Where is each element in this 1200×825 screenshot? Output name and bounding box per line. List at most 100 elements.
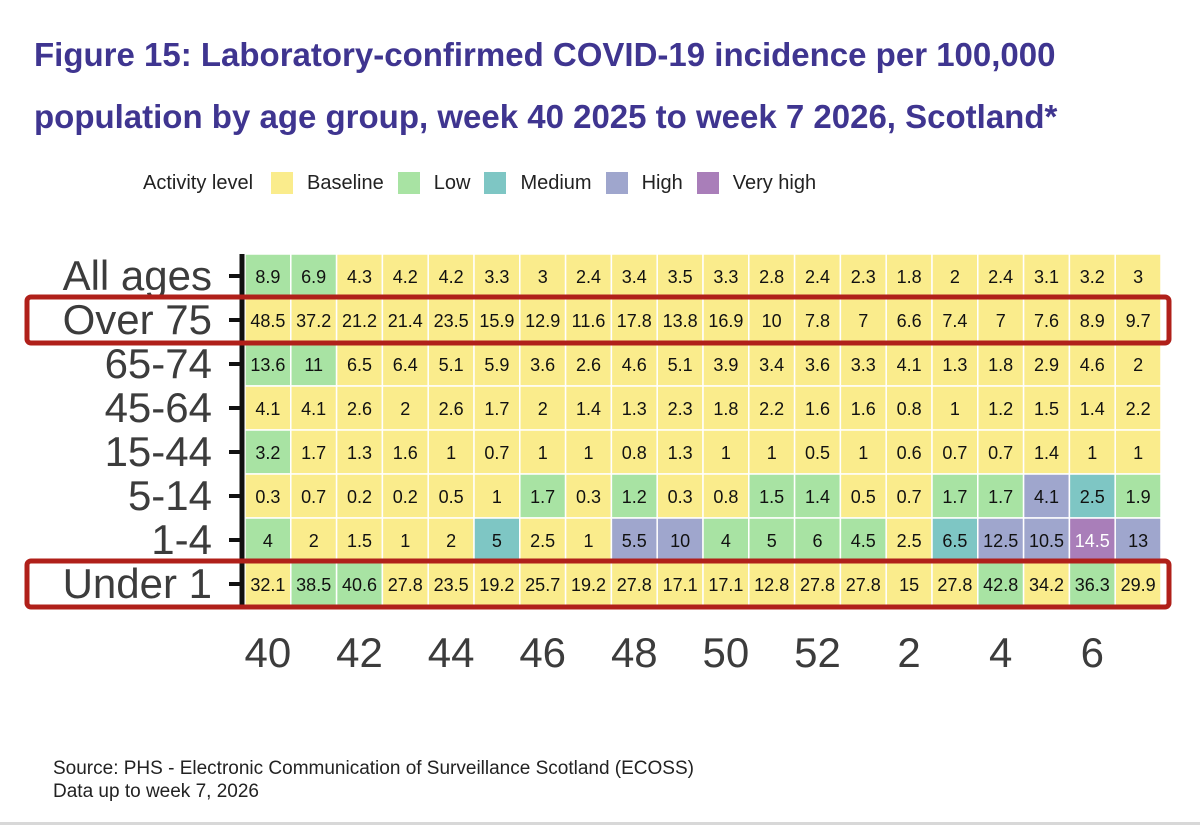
heatmap-cell <box>381 517 429 563</box>
heatmap-cell <box>885 253 933 299</box>
cell-value-label: 4.6 <box>622 355 647 375</box>
heatmap-cell <box>656 253 704 299</box>
cell-value-label: 4.2 <box>439 267 464 287</box>
cell-value-label: 2.3 <box>851 267 876 287</box>
cell-value-label: 27.8 <box>846 575 881 595</box>
legend-item-low: Low <box>397 172 470 195</box>
heatmap-cell <box>335 561 384 607</box>
row-label-under-1: Under 1 <box>63 560 212 607</box>
heatmap-cell <box>885 385 933 431</box>
cell-value-label: 5.9 <box>484 355 509 375</box>
cell-value-label: 27.8 <box>617 575 652 595</box>
cell-value-label: 1 <box>583 443 593 463</box>
legend-swatch-medium <box>484 172 507 194</box>
heatmap-cell <box>748 253 796 299</box>
cell-value-label: 1 <box>950 399 960 419</box>
heatmap-cell <box>335 297 384 343</box>
heatmap-cell <box>290 385 338 431</box>
cell-value-label: 6.6 <box>897 311 922 331</box>
cell-value-label: 1 <box>492 487 502 507</box>
cell-value-label: 13.8 <box>663 311 698 331</box>
cell-value-label: 1.3 <box>347 443 372 463</box>
cell-value-label: 1.6 <box>393 443 418 463</box>
x-tick-label: 42 <box>336 629 383 676</box>
cell-value-label: 3.6 <box>805 355 830 375</box>
heatmap-cell <box>656 561 704 607</box>
heatmap-cell <box>1068 253 1116 299</box>
heatmap-cell <box>839 429 887 475</box>
cell-value-label: 5 <box>767 531 777 551</box>
cell-value-label: 3.5 <box>668 267 693 287</box>
heatmap-cell <box>244 385 292 431</box>
x-tick-label: 50 <box>703 629 750 676</box>
cell-value-label: 3.1 <box>1034 267 1059 287</box>
cell-value-label: 5.1 <box>668 355 693 375</box>
cell-value-label: 10 <box>670 531 690 551</box>
legend-title: Activity level <box>143 171 254 194</box>
cell-value-label: 1.9 <box>1126 487 1151 507</box>
cell-value-label: 0.8 <box>713 487 738 507</box>
heatmap-cell <box>977 385 1025 431</box>
cell-value-label: 4.6 <box>1080 355 1105 375</box>
heatmap-cell <box>335 341 384 387</box>
row-label-65-74: 65-74 <box>105 340 212 387</box>
cell-value-label: 7.6 <box>1034 311 1059 331</box>
heatmap-cell <box>1114 385 1162 431</box>
heatmap-cell <box>244 517 292 563</box>
cell-value-label: 1.4 <box>1080 399 1105 419</box>
cell-value-label: 12.8 <box>754 575 789 595</box>
heatmap-cell <box>885 561 933 607</box>
cell-value-label: 2.6 <box>576 355 601 375</box>
cell-value-label: 1.6 <box>851 399 876 419</box>
cell-value-label: 5.5 <box>622 531 647 551</box>
row-label-5-14: 5-14 <box>128 472 212 519</box>
source-line-1: Source: PHS - Electronic Communication o… <box>53 758 694 779</box>
heatmap-cell <box>244 561 292 607</box>
x-tick-label: 52 <box>794 629 841 676</box>
cell-value-label: 7 <box>996 311 1006 331</box>
x-tick-label: 2 <box>897 629 920 676</box>
x-tick-label: 40 <box>245 629 292 676</box>
cell-value-label: 3.4 <box>759 355 784 375</box>
cell-value-label: 5 <box>492 531 502 551</box>
heatmap-cell <box>931 297 979 343</box>
heatmap-cell <box>610 341 658 387</box>
cell-value-label: 2.6 <box>347 399 372 419</box>
cell-value-label: 1.6 <box>805 399 830 419</box>
chart-title: Figure 15: Laboratory-confirmed COVID-19… <box>34 24 1184 148</box>
cell-value-label: 1.4 <box>1034 443 1059 463</box>
legend-item-baseline: Baseline <box>271 172 384 195</box>
heatmap-cell <box>748 429 796 475</box>
cell-value-label: 27.8 <box>800 575 835 595</box>
cell-value-label: 1.5 <box>1034 399 1059 419</box>
source-line-2: Data up to week 7, 2026 <box>53 781 259 802</box>
row-label-all-ages: All ages <box>63 252 212 299</box>
cell-value-label: 7.8 <box>805 311 830 331</box>
heatmap-cell <box>793 253 842 299</box>
cell-value-label: 5.1 <box>439 355 464 375</box>
heatmap-cell <box>885 517 933 563</box>
cell-value-label: 4.2 <box>393 267 418 287</box>
cell-value-label: 11 <box>304 355 323 375</box>
cell-value-label: 1.4 <box>576 399 601 419</box>
cell-value-label: 4.1 <box>1034 487 1059 507</box>
heatmap-cell <box>290 297 338 343</box>
cell-value-label: 2.2 <box>1126 399 1151 419</box>
cell-value-label: 36.3 <box>1075 575 1110 595</box>
cell-value-label: 2 <box>538 399 548 419</box>
cell-value-label: 6.9 <box>301 267 326 287</box>
cell-value-label: 1 <box>1133 443 1143 463</box>
heatmap-cell <box>519 517 567 563</box>
cell-value-label: 0.2 <box>393 487 418 507</box>
cell-value-label: 1.5 <box>347 531 372 551</box>
heatmap-cell <box>290 253 338 299</box>
legend-item-medium: Medium <box>484 172 592 195</box>
cell-value-label: 0.6 <box>897 443 922 463</box>
heatmap-cell <box>381 429 429 475</box>
cell-value-label: 16.9 <box>708 311 743 331</box>
legend-item-high: High <box>605 172 683 195</box>
cell-value-label: 0.7 <box>897 487 922 507</box>
bottom-divider <box>0 822 1200 825</box>
cell-value-label: 3.9 <box>713 355 738 375</box>
cell-value-label: 1.7 <box>301 443 326 463</box>
